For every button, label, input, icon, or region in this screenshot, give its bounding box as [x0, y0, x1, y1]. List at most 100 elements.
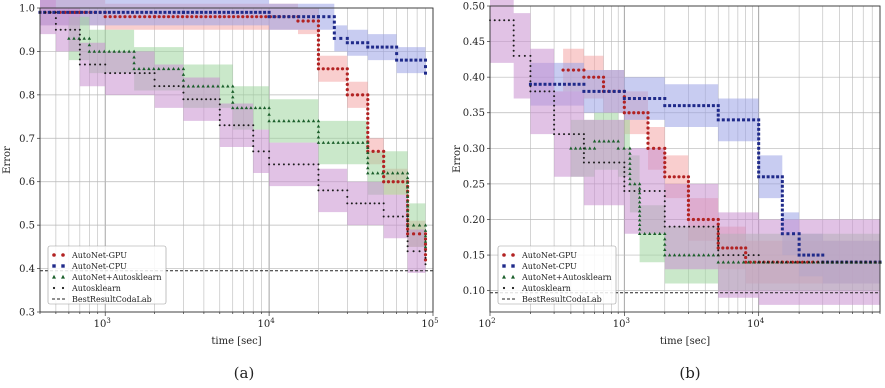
series-marker-a-2 [112, 49, 116, 53]
series-marker-a-0 [366, 135, 370, 139]
series-marker-a-1 [332, 31, 336, 35]
series-marker-b-1 [726, 118, 730, 122]
series-marker-b-3 [582, 156, 585, 159]
series-marker-a-0 [423, 242, 428, 246]
series-marker-a-1 [371, 45, 375, 49]
series-marker-b-2 [648, 231, 652, 236]
series-marker-b-1 [538, 82, 542, 86]
series-marker-b-2 [573, 146, 578, 150]
series-marker-b-0 [716, 246, 720, 250]
series-marker-b-3 [737, 254, 740, 257]
series-marker-b-1 [582, 82, 586, 86]
series-marker-a-1 [267, 15, 271, 19]
series-marker-a-3 [44, 11, 47, 14]
series-marker-a-2 [211, 84, 215, 88]
series-marker-b-0 [716, 222, 720, 226]
legend-swatch-b-3 [511, 286, 515, 290]
series-marker-b-3 [553, 95, 556, 98]
series-marker-b-0 [716, 236, 720, 241]
series-marker-a-0 [306, 19, 310, 23]
series-marker-a-1 [240, 10, 244, 14]
series-marker-a-3 [378, 202, 381, 205]
series-marker-b-3 [633, 190, 636, 193]
series-marker-a-3 [138, 72, 141, 75]
series-marker-b-3 [512, 54, 515, 57]
series-marker-a-2 [411, 223, 416, 227]
series-marker-b-2 [692, 253, 696, 257]
series-marker-a-2 [152, 67, 156, 71]
series-marker-a-3 [54, 28, 57, 31]
series-marker-b-3 [567, 133, 570, 136]
series-marker-a-3 [252, 129, 255, 132]
series-marker-a-3 [292, 163, 295, 166]
series-marker-a-1 [84, 10, 88, 14]
series-marker-a-2 [231, 100, 235, 104]
series-marker-b-3 [789, 261, 792, 264]
series-marker-a-3 [143, 72, 146, 75]
series-marker-a-1 [419, 58, 423, 62]
series-marker-a-1 [254, 10, 258, 14]
series-marker-a-0 [366, 126, 370, 130]
series-marker-b-3 [855, 261, 858, 264]
series-marker-b-0 [716, 232, 720, 236]
series-marker-a-3 [307, 163, 310, 166]
series-marker-a-2 [147, 67, 151, 71]
series-marker-b-0 [686, 198, 691, 203]
series-marker-b-1 [607, 89, 611, 93]
series-marker-b-3 [618, 161, 621, 164]
series-marker-a-2 [423, 234, 428, 238]
series-marker-a-0 [382, 180, 386, 184]
series-marker-a-3 [397, 215, 400, 218]
series-marker-a-0 [166, 15, 171, 19]
series-marker-a-1 [409, 58, 413, 62]
series-marker-b-3 [512, 44, 515, 47]
series-marker-b-1 [716, 113, 720, 117]
legend-box-b [497, 245, 617, 305]
series-marker-a-3 [218, 98, 221, 101]
series-marker-a-3 [424, 256, 427, 259]
series-marker-a-0 [340, 67, 345, 71]
series-marker-a-0 [316, 57, 321, 61]
series-marker-a-0 [264, 15, 268, 19]
series-marker-a-0 [382, 164, 386, 169]
series-marker-b-2 [633, 182, 637, 186]
series-marker-b-3 [529, 85, 532, 88]
series-marker-b-3 [663, 190, 666, 193]
y-tick-label-b: 0.50 [463, 2, 485, 13]
series-marker-a-3 [424, 250, 427, 253]
series-marker-a-2 [206, 84, 210, 88]
series-marker-a-3 [346, 195, 349, 198]
series-marker-b-0 [566, 68, 570, 72]
series-marker-b-1 [757, 118, 761, 122]
series-marker-a-0 [345, 82, 349, 87]
series-marker-a-0 [316, 48, 321, 52]
series-marker-b-0 [587, 75, 591, 79]
series-marker-a-3 [153, 78, 156, 81]
series-marker-a-1 [327, 15, 331, 19]
series-marker-a-0 [218, 15, 222, 19]
series-marker-b-3 [613, 161, 616, 164]
series-marker-b-2 [637, 222, 642, 226]
series-marker-b-0 [646, 146, 650, 150]
series-marker-b-3 [623, 185, 626, 188]
series-marker-a-0 [204, 15, 208, 19]
series-marker-a-2 [132, 55, 136, 59]
series-marker-a-0 [227, 15, 231, 19]
series-marker-a-3 [114, 72, 117, 75]
series-marker-b-3 [653, 190, 656, 193]
series-band-a-1 [40, 0, 426, 87]
series-marker-a-1 [312, 15, 316, 19]
series-marker-a-0 [326, 67, 330, 71]
series-marker-b-0 [622, 105, 626, 110]
series-marker-a-1 [366, 41, 370, 45]
series-marker-b-0 [663, 146, 667, 150]
series-marker-b-3 [577, 133, 580, 136]
series-marker-a-3 [218, 119, 221, 122]
series-marker-b-2 [637, 227, 642, 231]
series-marker-a-0 [241, 15, 245, 19]
series-marker-b-0 [646, 116, 650, 120]
series-marker-b-1 [757, 170, 761, 174]
series-marker-b-3 [663, 220, 666, 223]
series-marker-b-1 [597, 89, 601, 93]
legend-swatch-a-3 [61, 286, 65, 290]
